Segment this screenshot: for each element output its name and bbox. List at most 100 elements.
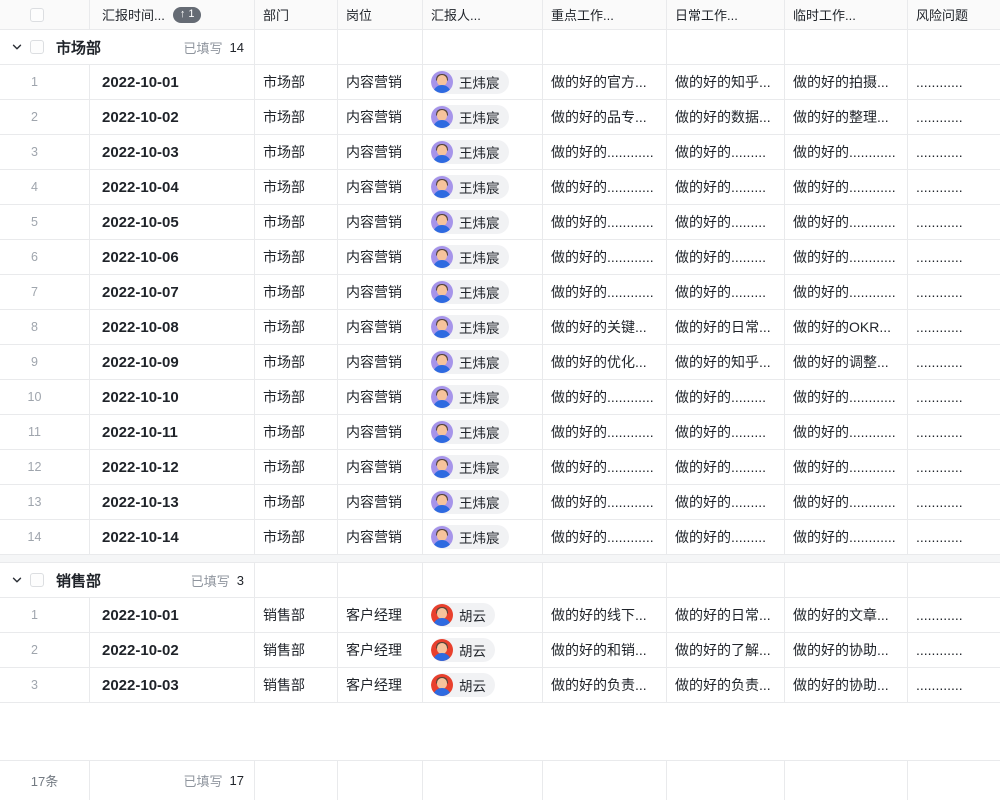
daily-work-cell[interactable]: 做的好的日常... [667,310,785,344]
temp-work-cell[interactable]: 做的好的............ [785,135,908,169]
report-date-cell[interactable]: 2022-10-01 [90,598,255,632]
risk-cell[interactable]: ............ [908,485,1000,519]
daily-work-cell[interactable]: 做的好的数据... [667,100,785,134]
department-cell[interactable]: 市场部 [255,240,338,274]
temp-work-cell[interactable]: 做的好的............ [785,380,908,414]
column-header-position[interactable]: 岗位 [338,0,423,29]
row-number-cell[interactable]: 14 [0,520,90,554]
row-number-cell[interactable]: 1 [0,65,90,99]
column-header-reporter[interactable]: 汇报人... [423,0,543,29]
risk-cell[interactable]: ............ [908,598,1000,632]
reporter-cell[interactable]: 王炜宸 [423,100,543,134]
person-tag[interactable]: 胡云 [431,603,495,627]
daily-work-cell[interactable]: 做的好的负责... [667,668,785,702]
department-cell[interactable]: 市场部 [255,135,338,169]
report-date-cell[interactable]: 2022-10-01 [90,65,255,99]
risk-cell[interactable]: ............ [908,205,1000,239]
summary-empty-cell[interactable] [908,761,1000,800]
column-header-department[interactable]: 部门 [255,0,338,29]
person-tag[interactable]: 王炜宸 [431,490,509,514]
temp-work-cell[interactable]: 做的好的协助... [785,668,908,702]
reporter-cell[interactable]: 王炜宸 [423,65,543,99]
person-tag[interactable]: 王炜宸 [431,385,509,409]
department-cell[interactable]: 市场部 [255,520,338,554]
position-cell[interactable]: 内容营销 [338,485,423,519]
group-checkbox[interactable] [30,573,44,587]
reporter-cell[interactable]: 王炜宸 [423,380,543,414]
row-number-cell[interactable]: 2 [0,633,90,667]
report-date-cell[interactable]: 2022-10-14 [90,520,255,554]
summary-empty-cell[interactable] [785,761,908,800]
department-cell[interactable]: 市场部 [255,275,338,309]
risk-cell[interactable]: ............ [908,415,1000,449]
row-number-cell[interactable]: 2 [0,100,90,134]
department-cell[interactable]: 市场部 [255,485,338,519]
risk-cell[interactable]: ............ [908,170,1000,204]
risk-cell[interactable]: ............ [908,450,1000,484]
temp-work-cell[interactable]: 做的好的OKR... [785,310,908,344]
temp-work-cell[interactable]: 做的好的调整... [785,345,908,379]
summary-empty-cell[interactable] [255,761,338,800]
risk-cell[interactable]: ............ [908,135,1000,169]
risk-cell[interactable]: ............ [908,520,1000,554]
key-work-cell[interactable]: 做的好的............ [543,450,667,484]
key-work-cell[interactable]: 做的好的............ [543,380,667,414]
position-cell[interactable]: 内容营销 [338,310,423,344]
row-number-cell[interactable]: 1 [0,598,90,632]
temp-work-cell[interactable]: 做的好的............ [785,485,908,519]
risk-cell[interactable]: ............ [908,668,1000,702]
report-date-cell[interactable]: 2022-10-09 [90,345,255,379]
report-date-cell[interactable]: 2022-10-12 [90,450,255,484]
temp-work-cell[interactable]: 做的好的............ [785,275,908,309]
position-cell[interactable]: 内容营销 [338,170,423,204]
daily-work-cell[interactable]: 做的好的......... [667,170,785,204]
position-cell[interactable]: 客户经理 [338,633,423,667]
column-header-key-work[interactable]: 重点工作... [543,0,667,29]
daily-work-cell[interactable]: 做的好的......... [667,240,785,274]
department-cell[interactable]: 市场部 [255,450,338,484]
department-cell[interactable]: 销售部 [255,598,338,632]
risk-cell[interactable]: ............ [908,310,1000,344]
key-work-cell[interactable]: 做的好的............ [543,205,667,239]
temp-work-cell[interactable]: 做的好的............ [785,205,908,239]
position-cell[interactable]: 内容营销 [338,205,423,239]
risk-cell[interactable]: ............ [908,100,1000,134]
column-header-report-time[interactable]: 汇报时间... ↑ 1 [90,0,255,29]
daily-work-cell[interactable]: 做的好的......... [667,520,785,554]
department-cell[interactable]: 销售部 [255,668,338,702]
position-cell[interactable]: 内容营销 [338,135,423,169]
sort-badge[interactable]: ↑ 1 [172,6,202,23]
person-tag[interactable]: 王炜宸 [431,315,509,339]
temp-work-cell[interactable]: 做的好的............ [785,170,908,204]
report-date-cell[interactable]: 2022-10-02 [90,100,255,134]
daily-work-cell[interactable]: 做的好的......... [667,380,785,414]
reporter-cell[interactable]: 王炜宸 [423,240,543,274]
report-date-cell[interactable]: 2022-10-05 [90,205,255,239]
risk-cell[interactable]: ............ [908,65,1000,99]
key-work-cell[interactable]: 做的好的品专... [543,100,667,134]
reporter-cell[interactable]: 王炜宸 [423,450,543,484]
daily-work-cell[interactable]: 做的好的日常... [667,598,785,632]
department-cell[interactable]: 市场部 [255,345,338,379]
person-tag[interactable]: 王炜宸 [431,350,509,374]
key-work-cell[interactable]: 做的好的............ [543,415,667,449]
report-date-cell[interactable]: 2022-10-06 [90,240,255,274]
person-tag[interactable]: 王炜宸 [431,140,509,164]
key-work-cell[interactable]: 做的好的官方... [543,65,667,99]
row-number-cell[interactable]: 7 [0,275,90,309]
report-date-cell[interactable]: 2022-10-02 [90,633,255,667]
daily-work-cell[interactable]: 做的好的......... [667,485,785,519]
row-number-cell[interactable]: 13 [0,485,90,519]
risk-cell[interactable]: ............ [908,275,1000,309]
temp-work-cell[interactable]: 做的好的............ [785,415,908,449]
key-work-cell[interactable]: 做的好的关键... [543,310,667,344]
key-work-cell[interactable]: 做的好的线下... [543,598,667,632]
daily-work-cell[interactable]: 做的好的......... [667,205,785,239]
select-all-checkbox[interactable] [30,7,44,22]
person-tag[interactable]: 王炜宸 [431,455,509,479]
key-work-cell[interactable]: 做的好的............ [543,170,667,204]
reporter-cell[interactable]: 王炜宸 [423,415,543,449]
person-tag[interactable]: 胡云 [431,673,495,697]
summary-empty-cell[interactable] [667,761,785,800]
department-cell[interactable]: 销售部 [255,633,338,667]
